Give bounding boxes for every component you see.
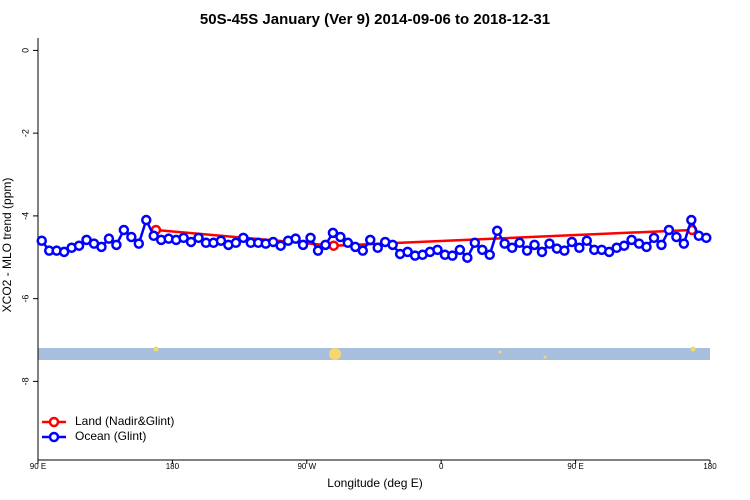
point [141, 214, 152, 226]
point [133, 238, 145, 249]
point [454, 244, 466, 256]
y-tick-label: 0 [20, 48, 30, 53]
y-tick-label: -8 [20, 377, 30, 385]
point [58, 246, 70, 258]
point [357, 245, 369, 256]
y-axis-label: XCO2 - MLO trend (ppm) [0, 178, 14, 313]
point [320, 239, 331, 251]
x-axis-label: Longitude (deg E) [327, 476, 422, 490]
legend-label: Ocean (Glint) [75, 429, 146, 443]
point [603, 246, 615, 258]
point [663, 224, 675, 236]
point [566, 236, 578, 248]
point [185, 236, 197, 248]
point [491, 225, 503, 237]
x-tick-label: 0 [439, 462, 444, 471]
point [648, 232, 660, 244]
point [73, 240, 85, 251]
point [215, 235, 227, 246]
point [365, 234, 376, 246]
point [671, 231, 682, 243]
legend-marker [48, 416, 60, 428]
point [118, 224, 130, 236]
coverage-dot [690, 346, 696, 352]
point [514, 237, 525, 249]
x-tick-label: 90 W [297, 462, 316, 471]
x-tick-label: 180 [166, 462, 180, 471]
point [701, 232, 712, 244]
coverage-dot [329, 348, 341, 360]
y-tick-label: -4 [20, 212, 30, 220]
point [96, 241, 107, 253]
point [559, 245, 570, 256]
point [342, 237, 354, 249]
point [521, 245, 533, 256]
x-tick-label: 180 [703, 462, 717, 471]
coverage-dot [543, 355, 547, 359]
y-tick-label: -2 [20, 129, 30, 137]
point [387, 239, 398, 251]
point [477, 244, 488, 256]
point [686, 214, 697, 226]
point [581, 235, 593, 246]
y-tick-label: -6 [20, 295, 30, 303]
point [193, 232, 204, 244]
x-tick-label: 90 E [567, 462, 583, 471]
point [327, 227, 339, 239]
point [536, 246, 548, 258]
point [290, 233, 301, 244]
point [238, 232, 249, 244]
point [618, 240, 630, 251]
point [469, 237, 481, 249]
point [656, 239, 667, 251]
point [372, 242, 383, 254]
point [529, 239, 540, 251]
point [432, 244, 443, 256]
point [506, 242, 518, 254]
point [574, 242, 585, 254]
point [544, 238, 555, 249]
point [335, 231, 346, 243]
coverage-band [38, 348, 710, 360]
point [328, 240, 339, 251]
point [499, 238, 510, 249]
point [148, 230, 159, 242]
point [297, 239, 309, 251]
point [484, 249, 495, 261]
point [641, 241, 652, 253]
coverage-dot [153, 346, 159, 352]
point [126, 231, 137, 243]
point [36, 235, 47, 246]
legend-label: Land (Nadir&Glint) [75, 414, 174, 428]
point [678, 238, 690, 249]
point [447, 250, 458, 261]
point [305, 232, 316, 244]
point [462, 252, 473, 263]
point [230, 237, 242, 249]
x-tick-label: 90 E [30, 462, 46, 471]
point [312, 245, 324, 256]
point [178, 232, 189, 244]
point [275, 240, 286, 251]
chart-title: 50S-45S January (Ver 9) 2014-09-06 to 20… [200, 11, 550, 28]
point [111, 239, 122, 251]
point [103, 233, 115, 244]
coverage-dot [498, 350, 502, 354]
legend-marker [48, 431, 60, 443]
